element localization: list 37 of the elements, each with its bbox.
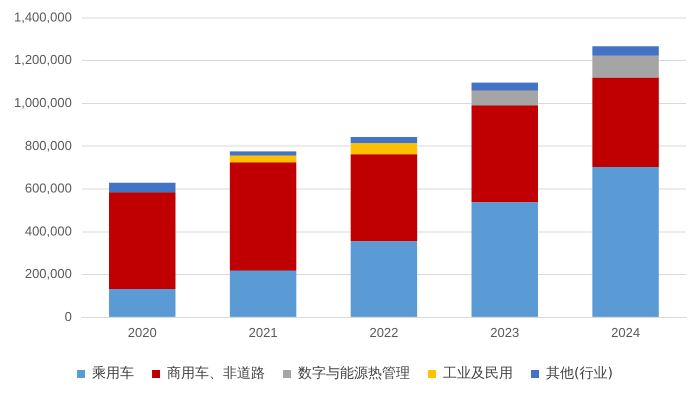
- x-tick-label: 2022: [369, 324, 398, 340]
- x-tick-label: 2023: [490, 324, 520, 340]
- y-tick-label: 200,000: [24, 266, 72, 282]
- bar: [592, 78, 659, 167]
- bar: [230, 156, 296, 162]
- bar: [230, 270, 296, 317]
- bar: [109, 288, 176, 317]
- legend-label: 乘用车: [92, 366, 134, 382]
- bar: [230, 162, 296, 271]
- x-tick-label: 2020: [128, 324, 157, 340]
- bar: [350, 154, 418, 242]
- bar: [592, 46, 659, 56]
- bar: [592, 166, 659, 317]
- y-tick-label: 800,000: [24, 138, 72, 153]
- bar: [472, 106, 538, 202]
- y-tick-label: 1,400,000: [14, 9, 72, 24]
- legend-label: 工业及民用: [443, 366, 514, 382]
- y-tick-label: 600,000: [24, 180, 72, 196]
- y-tick-label: 1,200,000: [14, 52, 72, 68]
- bar: [230, 151, 296, 156]
- bar: [350, 137, 418, 144]
- bar: [592, 55, 659, 78]
- bar: [350, 143, 418, 154]
- y-tick-label: 0: [64, 308, 72, 324]
- bar: [472, 202, 538, 317]
- bar: [350, 241, 418, 317]
- bar: [109, 182, 176, 192]
- y-tick-label: 1,000,000: [14, 94, 72, 110]
- bar: [109, 192, 176, 289]
- legend-label: 商用车、非道路: [167, 366, 266, 382]
- legend-label: 数字与能源热管理: [298, 366, 410, 382]
- y-tick-label: 400,000: [24, 223, 72, 238]
- x-tick-label: 2021: [248, 324, 278, 340]
- bar: [472, 82, 538, 91]
- legend-label: 其他(行业): [546, 366, 613, 382]
- x-tick-label: 2024: [611, 324, 640, 340]
- bar: [472, 90, 538, 106]
